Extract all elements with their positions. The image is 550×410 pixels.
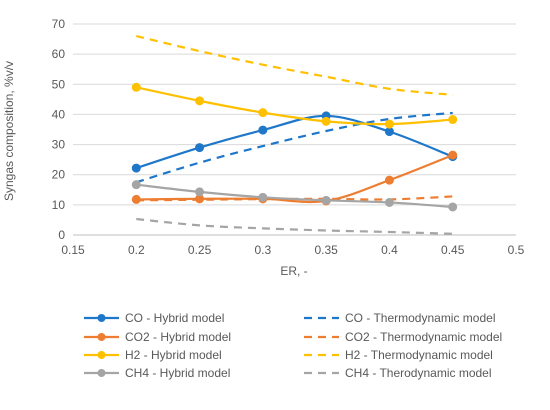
- data-point: [384, 119, 394, 129]
- x-tick-label: 0.15: [61, 243, 85, 257]
- legend-marker: [97, 314, 106, 322]
- y-tick-label: 50: [52, 77, 66, 91]
- legend-item-h2-hybrid-model: H2 - Hybrid model: [84, 348, 222, 362]
- series-line: [136, 86, 453, 126]
- y-tick-label: 60: [52, 47, 66, 61]
- y-tick-label: 20: [52, 168, 66, 182]
- y-tick-label: 40: [52, 107, 66, 121]
- series-h2-thermodynamic-model: [136, 34, 453, 96]
- data-point: [258, 125, 268, 135]
- series-ch4-hybrid-model: [131, 180, 458, 212]
- legend-marker: [97, 369, 106, 377]
- legend-label: CO - Thermodynamic model: [345, 311, 496, 325]
- series-co-thermodynamic-model: [135, 111, 453, 184]
- series-line: [136, 34, 453, 96]
- x-tick-label: 0.5: [508, 243, 525, 257]
- series-line: [135, 111, 453, 184]
- legend: CO - Hybrid model CO - Thermodynamic mode…: [84, 311, 502, 380]
- axis-layer: 0 10 20 30 40 50 60 70 0.15 0.2 0.25 0.3 0.35 0.4 0.45…: [52, 17, 525, 257]
- data-point: [448, 150, 458, 160]
- x-axis-title: ER, -: [280, 264, 307, 278]
- y-tick-label: 0: [58, 228, 65, 242]
- data-point: [321, 116, 331, 126]
- data-point: [131, 194, 141, 204]
- data-point: [384, 127, 394, 137]
- series-line: [135, 114, 454, 170]
- data-point: [195, 143, 205, 153]
- legend-item-ch4-hybrid-model: CH4 - Hybrid model: [84, 366, 230, 380]
- y-axis-title: Syngas composition, %v/v: [2, 61, 16, 201]
- data-point: [195, 187, 205, 197]
- data-point: [258, 108, 268, 118]
- series-line: [136, 154, 454, 204]
- x-tick-label: 0.45: [441, 243, 465, 257]
- series-layer: [131, 34, 458, 235]
- data-point: [321, 195, 331, 205]
- legend-label: H2 - Hybrid model: [125, 348, 222, 362]
- legend-item-co-hybrid-model: CO - Hybrid model: [84, 311, 224, 325]
- data-point: [131, 163, 141, 173]
- data-point: [131, 180, 141, 190]
- x-tick-label: 0.4: [381, 243, 398, 257]
- legend-item-co2-thermodynamic-model: CO2 - Thermodynamic model: [304, 330, 502, 344]
- data-point: [384, 175, 394, 185]
- y-tick-label: 10: [52, 198, 66, 212]
- legend-item-ch4-therodynamic-model: CH4 - Therodynamic model: [304, 366, 492, 380]
- data-point: [131, 82, 141, 92]
- legend-label: H2 - Thermodynamic model: [345, 348, 493, 362]
- series-line: [136, 183, 453, 209]
- legend-label: CH4 - Hybrid model: [125, 366, 230, 380]
- legend-label: CO2 - Hybrid model: [125, 330, 231, 344]
- legend-item-co2-hybrid-model: CO2 - Hybrid model: [84, 330, 231, 344]
- x-tick-label: 0.2: [128, 243, 145, 257]
- x-tick-label: 0.25: [188, 243, 212, 257]
- legend-item-co-thermodynamic-model: CO - Thermodynamic model: [304, 311, 496, 325]
- series-co2-hybrid-model: [131, 150, 458, 206]
- series-h2-hybrid-model: [131, 82, 458, 129]
- legend-item-h2-thermodynamic-model: H2 - Thermodynamic model: [304, 348, 493, 362]
- x-tick-label: 0.35: [314, 243, 338, 257]
- grid-layer: [73, 23, 516, 236]
- data-point: [195, 96, 205, 106]
- data-point: [448, 115, 458, 125]
- series-co-hybrid-model: [131, 111, 458, 173]
- data-point: [384, 197, 394, 207]
- legend-marker: [97, 351, 106, 359]
- x-tick-label: 0.3: [255, 243, 272, 257]
- legend-marker: [97, 333, 106, 341]
- data-point: [448, 202, 458, 212]
- legend-label: CO - Hybrid model: [125, 311, 224, 325]
- y-tick-label: 30: [52, 138, 66, 152]
- data-point: [258, 192, 268, 202]
- legend-label: CO2 - Thermodynamic model: [345, 330, 502, 344]
- legend-label: CH4 - Therodynamic model: [345, 366, 492, 380]
- series-line: [136, 217, 453, 235]
- series-ch4-therodynamic-model: [136, 217, 453, 235]
- y-tick-label: 70: [52, 17, 66, 31]
